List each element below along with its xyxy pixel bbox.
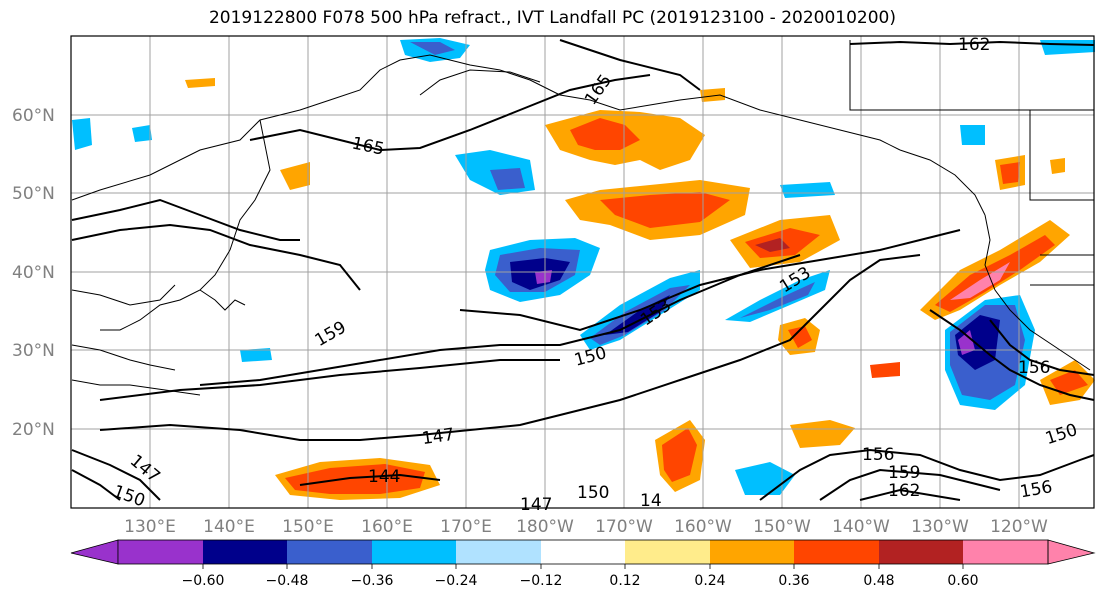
colorbar-segment bbox=[879, 540, 963, 564]
colorbar-tick: 0.48 bbox=[863, 573, 894, 589]
colorbar-tick: −0.24 bbox=[435, 573, 478, 589]
contour-label-layer: 162 165 165 159 153 150 147 144 147 150 … bbox=[110, 35, 1080, 515]
colorbar-tick: 0.36 bbox=[778, 573, 809, 589]
lat-label: 40°N bbox=[12, 263, 55, 283]
graticule bbox=[71, 36, 1094, 508]
contour-label: 162 bbox=[888, 481, 920, 501]
lon-label: 150°W bbox=[753, 517, 811, 537]
colorbar-left-extend bbox=[70, 539, 119, 565]
contour-label: 147 bbox=[126, 451, 164, 487]
colorbar-segment bbox=[541, 540, 625, 564]
colorbar-tick: −0.60 bbox=[182, 573, 225, 589]
colorbar-segment bbox=[710, 540, 794, 564]
colorbar-tick: −0.36 bbox=[351, 573, 394, 589]
contour-label: 150 bbox=[110, 481, 147, 511]
map-title: 2019122800 F078 500 hPa refract., IVT La… bbox=[208, 8, 896, 28]
contour-label: 165 bbox=[350, 133, 386, 159]
lat-label: 20°N bbox=[12, 420, 55, 440]
contour-label: 159 bbox=[312, 317, 350, 351]
contour-label: 150 bbox=[1043, 420, 1080, 449]
colorbar-right-extend bbox=[1047, 539, 1096, 565]
colorbar-segment bbox=[372, 540, 456, 564]
colorbar-segment bbox=[963, 540, 1048, 564]
colorbar-segment bbox=[203, 540, 287, 564]
contour-label: 150 bbox=[577, 483, 609, 503]
anomaly-fill-layer bbox=[72, 38, 1095, 500]
latitude-labels: 20°N 30°N 40°N 50°N 60°N bbox=[12, 106, 55, 440]
contour-label: 150 bbox=[572, 343, 609, 371]
colorbar-segment bbox=[456, 540, 541, 564]
coastlines bbox=[71, 40, 1094, 396]
colorbar: −0.60 −0.48 −0.36 −0.24 −0.12 0.12 0.24 … bbox=[70, 539, 1096, 589]
colorbar-tick: 0.24 bbox=[694, 573, 725, 589]
lon-label: 160°E bbox=[361, 517, 413, 537]
lon-label: 170°W bbox=[595, 517, 653, 537]
lon-label: 180°W bbox=[516, 517, 574, 537]
map-frame bbox=[70, 35, 1095, 509]
contour-lines bbox=[71, 39, 1095, 501]
contour-label: 162 bbox=[958, 35, 990, 55]
contour-label: 156 bbox=[862, 445, 894, 465]
contour-label: 165 bbox=[581, 71, 616, 109]
lat-label: 50°N bbox=[12, 184, 55, 204]
colorbar-tick: −0.48 bbox=[266, 573, 309, 589]
lon-label: 130°E bbox=[124, 517, 176, 537]
lat-label: 60°N bbox=[12, 106, 55, 126]
colorbar-tick: 0.12 bbox=[609, 573, 640, 589]
contour-label: 147 bbox=[520, 495, 552, 515]
contour-label: 144 bbox=[368, 467, 400, 487]
colorbar-segment bbox=[287, 540, 372, 564]
colorbar-segment bbox=[118, 540, 203, 564]
lon-label: 140°E bbox=[203, 517, 255, 537]
lon-label: 140°W bbox=[832, 517, 890, 537]
lon-label: 160°W bbox=[674, 517, 732, 537]
lon-label: 120°W bbox=[990, 517, 1048, 537]
longitude-labels: 130°E 140°E 150°E 160°E 170°E 180°W 170°… bbox=[124, 517, 1048, 537]
lat-label: 30°N bbox=[12, 341, 55, 361]
colorbar-tick: 0.60 bbox=[947, 573, 978, 589]
colorbar-segment bbox=[794, 540, 879, 564]
lon-label: 130°W bbox=[911, 517, 969, 537]
contour-label: 159 bbox=[888, 463, 920, 483]
lon-label: 170°E bbox=[440, 517, 492, 537]
contour-label: 156 bbox=[1018, 358, 1050, 378]
contour-label: 156 bbox=[1018, 477, 1053, 502]
lon-label: 150°E bbox=[282, 517, 334, 537]
colorbar-tick: −0.12 bbox=[520, 573, 563, 589]
colorbar-segment bbox=[625, 540, 710, 564]
contour-label: 147 bbox=[421, 425, 456, 449]
contour-label: 14 bbox=[640, 491, 662, 511]
